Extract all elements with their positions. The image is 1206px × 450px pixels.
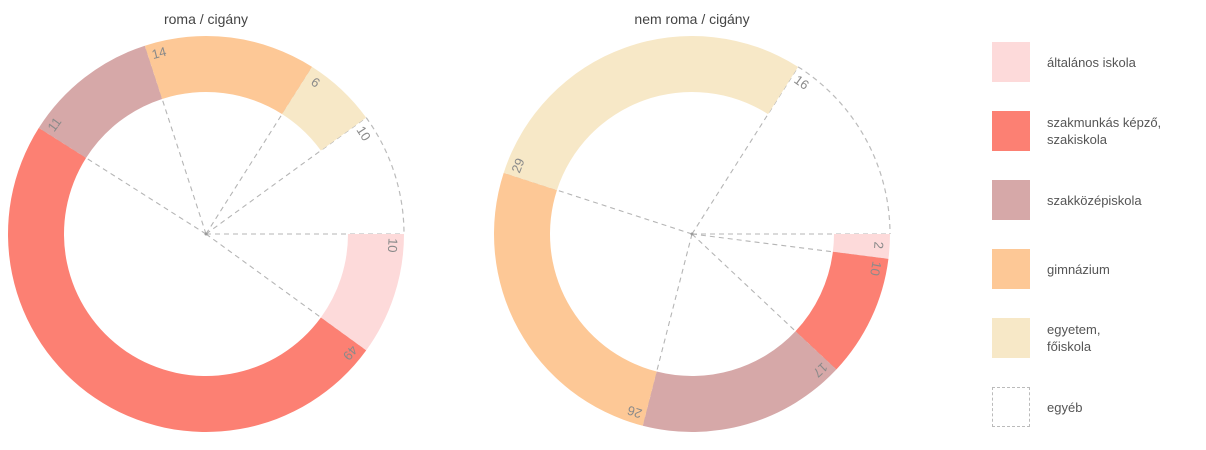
slice-altalanos-1 <box>832 234 890 259</box>
legend-swatch-szakkozep <box>992 180 1030 220</box>
slice-gimnazium-0 <box>144 36 313 115</box>
slice-egyeb-0 <box>365 117 405 235</box>
legend-item-szakmunkas: szakmunkás képző, szakiskola <box>992 105 1202 157</box>
slice-altalanos-0 <box>320 234 404 351</box>
value-label-egyetem-1: 29 <box>508 156 527 175</box>
legend-item-altalanos: általános iskola <box>992 36 1202 88</box>
slice-szakmunkas-1 <box>795 251 889 370</box>
value-label-altalanos-0: 10 <box>385 238 401 253</box>
legend-swatch-szakmunkas <box>992 111 1030 151</box>
slice-egyeb-1 <box>797 66 891 235</box>
legend-label-egyeb: egyéb <box>1047 399 1083 415</box>
legend-label-gimnazium: gimnázium <box>1047 261 1110 277</box>
legend-item-gimnazium: gimnázium <box>992 243 1202 295</box>
slice-szakkozep-1 <box>642 331 837 433</box>
chart-title-roma: roma / cigány <box>164 11 248 27</box>
center-dot <box>690 232 694 236</box>
value-label-egyeb-0: 10 <box>354 123 374 143</box>
legend-item-egyeb: egyéb <box>992 381 1202 433</box>
legend-swatch-gimnazium <box>992 249 1030 289</box>
value-label-egyeb-1: 16 <box>791 72 812 93</box>
legend-label-altalanos: általános iskola <box>1047 54 1136 70</box>
slice-szakmunkas-0 <box>8 127 367 432</box>
slice-szakkozep-0 <box>38 45 163 158</box>
legend-label-szakmunkas: szakmunkás képző, szakiskola <box>1047 115 1162 147</box>
legend-swatch-egyeb <box>992 387 1030 427</box>
slice-egyetem-0 <box>282 66 367 151</box>
slice-gimnazium-1 <box>493 172 657 426</box>
legend-swatch-altalanos <box>992 42 1030 82</box>
value-label-altalanos-1: 2 <box>871 241 886 249</box>
chart-title-nem-roma: nem roma / cigány <box>634 11 749 27</box>
slice-egyetem-1 <box>503 36 799 191</box>
value-label-gimnazium-1: 26 <box>625 403 643 422</box>
divider-line <box>205 117 367 235</box>
value-label-gimnazium-0: 14 <box>150 44 168 62</box>
legend-item-egyetem: egyetem, főiskola <box>992 312 1202 364</box>
legend-swatch-egyetem <box>992 318 1030 358</box>
legend-item-szakkozep: szakközépiskola <box>992 174 1202 226</box>
legend: általános iskola szakmunkás képző, szaki… <box>992 36 1202 450</box>
legend-label-egyetem: egyetem, főiskola <box>1047 322 1101 354</box>
center-dot <box>204 232 208 236</box>
value-label-szakmunkas-1: 10 <box>867 260 884 277</box>
chart-area: roma / cigány nem roma / cigány 10491114… <box>8 11 891 433</box>
legend-label-szakkozep: szakközépiskola <box>1047 192 1142 208</box>
